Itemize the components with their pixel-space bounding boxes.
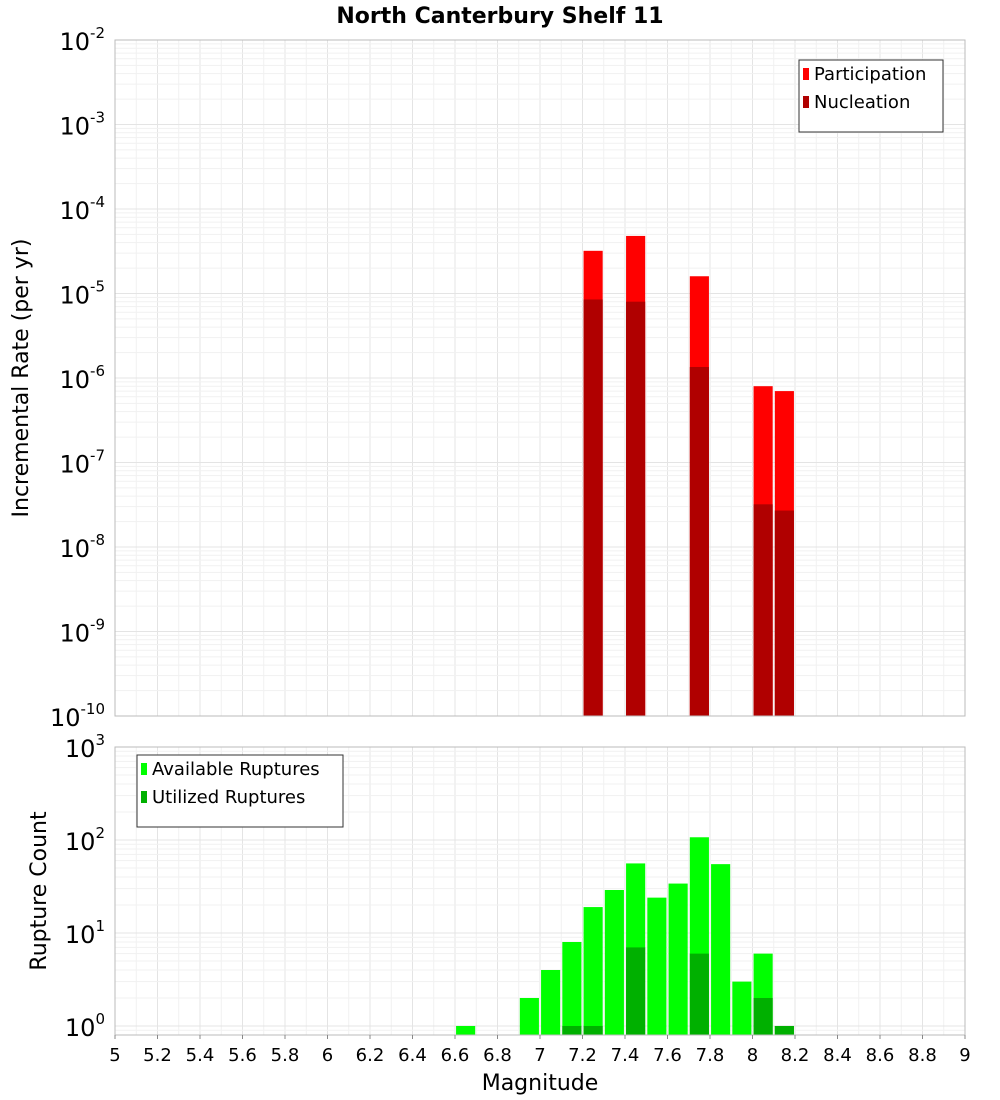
bar [732, 981, 752, 1035]
y-tick-label: 10-2 [59, 24, 105, 56]
bar [562, 942, 582, 1035]
x-tick-label: 7 [534, 1045, 545, 1066]
x-tick-label: 7.2 [568, 1045, 597, 1066]
x-tick-label: 6.8 [483, 1045, 512, 1066]
legend-box [798, 59, 944, 133]
x-tick-label: 6.2 [356, 1045, 385, 1066]
x-tick-label: 7.4 [611, 1045, 640, 1066]
y-tick-label: 10-5 [59, 278, 105, 310]
bar [753, 997, 773, 1035]
x-tick-label: 7.8 [696, 1045, 725, 1066]
bar [711, 864, 731, 1035]
bar [626, 947, 646, 1035]
y-tick-label: 10-8 [59, 531, 105, 563]
y-tick-label: 10-9 [59, 616, 105, 648]
bar [583, 299, 603, 716]
y-tick-label: 102 [65, 824, 105, 856]
x-tick-label: 6 [322, 1045, 333, 1066]
legend-label: Nucleation [814, 92, 910, 113]
legend-swatch [141, 763, 147, 775]
x-tick-label: 8.6 [866, 1045, 895, 1066]
x-tick-label: 5.4 [186, 1045, 215, 1066]
x-axis: 5 5.2 5.4 5.6 5.8 6 6.2 6.4 6.6 6.8 7 7.2 7.4 7.6 7.8 8… [109, 1035, 971, 1066]
y-tick-label: 100 [65, 1010, 105, 1042]
bar [753, 504, 773, 716]
y-axis-label: Rupture Count [27, 811, 52, 971]
x-tick-label: 9 [959, 1045, 970, 1066]
bar [774, 510, 794, 716]
y-tick-label: 10-6 [59, 362, 105, 394]
y-tick-label: 101 [65, 917, 105, 949]
bar [456, 1025, 476, 1035]
legend-box [136, 754, 344, 828]
rate-panel: 10-10 10-9 10-8 10-7 10-6 10-5 10-4 10-3 10-2 Inc… [9, 24, 966, 732]
x-tick-label: 6.4 [398, 1045, 427, 1066]
y-tick-label: 10-3 [59, 109, 105, 141]
y-tick-label: 10-10 [50, 700, 105, 732]
x-tick-label: 6.6 [441, 1045, 470, 1066]
series-2-bars [583, 299, 794, 716]
legend-label: Utilized Ruptures [152, 787, 305, 808]
bar [562, 1025, 582, 1035]
bar [604, 889, 624, 1035]
y-axis-label: Incremental Rate (per yr) [9, 239, 34, 518]
legend-label: Available Ruptures [152, 759, 320, 780]
y-tick-label: 10-7 [59, 447, 105, 479]
legend-swatch [141, 791, 147, 803]
x-tick-label: 5.2 [143, 1045, 172, 1066]
plot-frame [114, 39, 966, 717]
legend-swatch [803, 68, 809, 80]
legend-label: Participation [814, 64, 926, 85]
x-tick-label: 5 [109, 1045, 120, 1066]
x-tick-label: 5.8 [271, 1045, 300, 1066]
series-2-bars [562, 947, 794, 1035]
chart-title: North Canterbury Shelf 11 [336, 4, 663, 29]
x-tick-label: 8 [747, 1045, 758, 1066]
x-tick-label: 7.6 [653, 1045, 682, 1066]
bar [519, 997, 539, 1035]
x-tick-label: 5.6 [228, 1045, 257, 1066]
bar [647, 897, 667, 1035]
bar [583, 907, 603, 1035]
bar [583, 1025, 603, 1035]
y-tick-label: 103 [65, 731, 105, 763]
legend-swatch [803, 96, 809, 108]
legend: Available Ruptures Utilized Ruptures [136, 754, 344, 828]
x-tick-label: 8.2 [781, 1045, 810, 1066]
bar [774, 1025, 794, 1035]
y-tick-label: 10-4 [59, 193, 105, 225]
rupture-count-panel: 100 101 102 103 Rupture Count Available Ruptu… [27, 731, 966, 1042]
gridlines [114, 39, 966, 717]
x-tick-label: 8.8 [908, 1045, 937, 1066]
bar [626, 301, 646, 716]
bar [689, 953, 709, 1035]
x-tick-label: 8.4 [823, 1045, 852, 1066]
bar [541, 969, 561, 1035]
bar [689, 366, 709, 716]
legend: Participation Nucleation [798, 59, 944, 133]
bar [668, 883, 688, 1035]
x-axis-label: Magnitude [482, 1071, 599, 1096]
